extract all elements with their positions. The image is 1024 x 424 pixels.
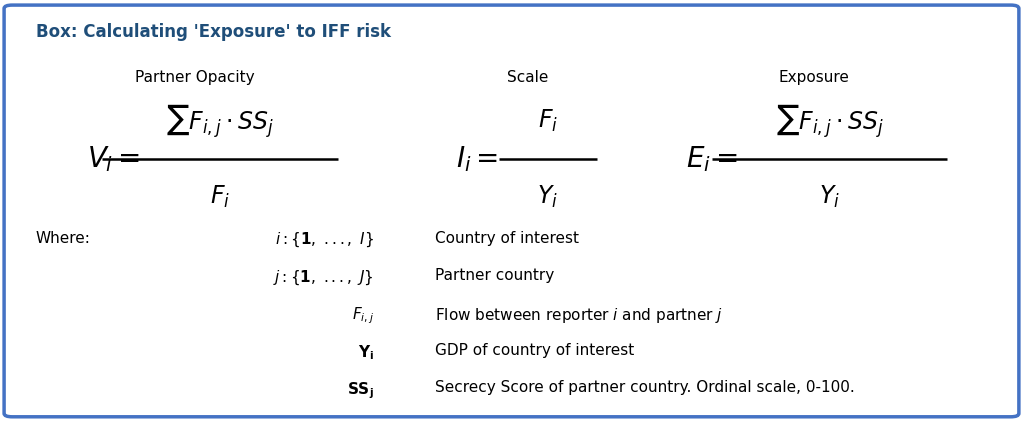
Text: $Y_i$: $Y_i$ (538, 184, 558, 210)
FancyBboxPatch shape (4, 5, 1019, 417)
Text: Exposure: Exposure (778, 70, 850, 85)
Text: Box: Calculating 'Exposure' to IFF risk: Box: Calculating 'Exposure' to IFF risk (36, 23, 391, 41)
Text: $i:\{\mathbf{1},\ ...,\ I\}$: $i:\{\mathbf{1},\ ...,\ I\}$ (274, 231, 374, 249)
Text: $F_i$: $F_i$ (210, 184, 230, 210)
Text: $I_i = $: $I_i = $ (456, 144, 498, 174)
Text: Partner Opacity: Partner Opacity (135, 70, 254, 85)
Text: $F_i$: $F_i$ (538, 108, 558, 134)
Text: $\sum F_{i,j} \cdot SS_j$: $\sum F_{i,j} \cdot SS_j$ (775, 102, 884, 139)
Text: Where:: Where: (36, 231, 91, 246)
Text: Country of interest: Country of interest (435, 231, 580, 246)
Text: Partner country: Partner country (435, 268, 554, 283)
Text: $\mathbf{SS_j}$: $\mathbf{SS_j}$ (347, 380, 374, 401)
Text: Scale: Scale (507, 70, 548, 85)
Text: $j:\{\mathbf{1},\ ...,\ J\}$: $j:\{\mathbf{1},\ ...,\ J\}$ (273, 268, 374, 287)
Text: Secrecy Score of partner country. Ordinal scale, 0-100.: Secrecy Score of partner country. Ordina… (435, 380, 855, 395)
Text: $V_i = $: $V_i = $ (87, 144, 140, 174)
Text: $F_{i,j}$: $F_{i,j}$ (351, 306, 374, 326)
Text: $\sum F_{i,j} \cdot SS_j$: $\sum F_{i,j} \cdot SS_j$ (166, 102, 274, 139)
Text: Flow between reporter $i$ and partner $j$: Flow between reporter $i$ and partner $j… (435, 306, 723, 325)
Text: $\mathbf{Y_i}$: $\mathbf{Y_i}$ (357, 343, 374, 362)
Text: GDP of country of interest: GDP of country of interest (435, 343, 635, 358)
Text: $Y_i$: $Y_i$ (819, 184, 840, 210)
Text: $E_i = $: $E_i = $ (686, 144, 737, 174)
